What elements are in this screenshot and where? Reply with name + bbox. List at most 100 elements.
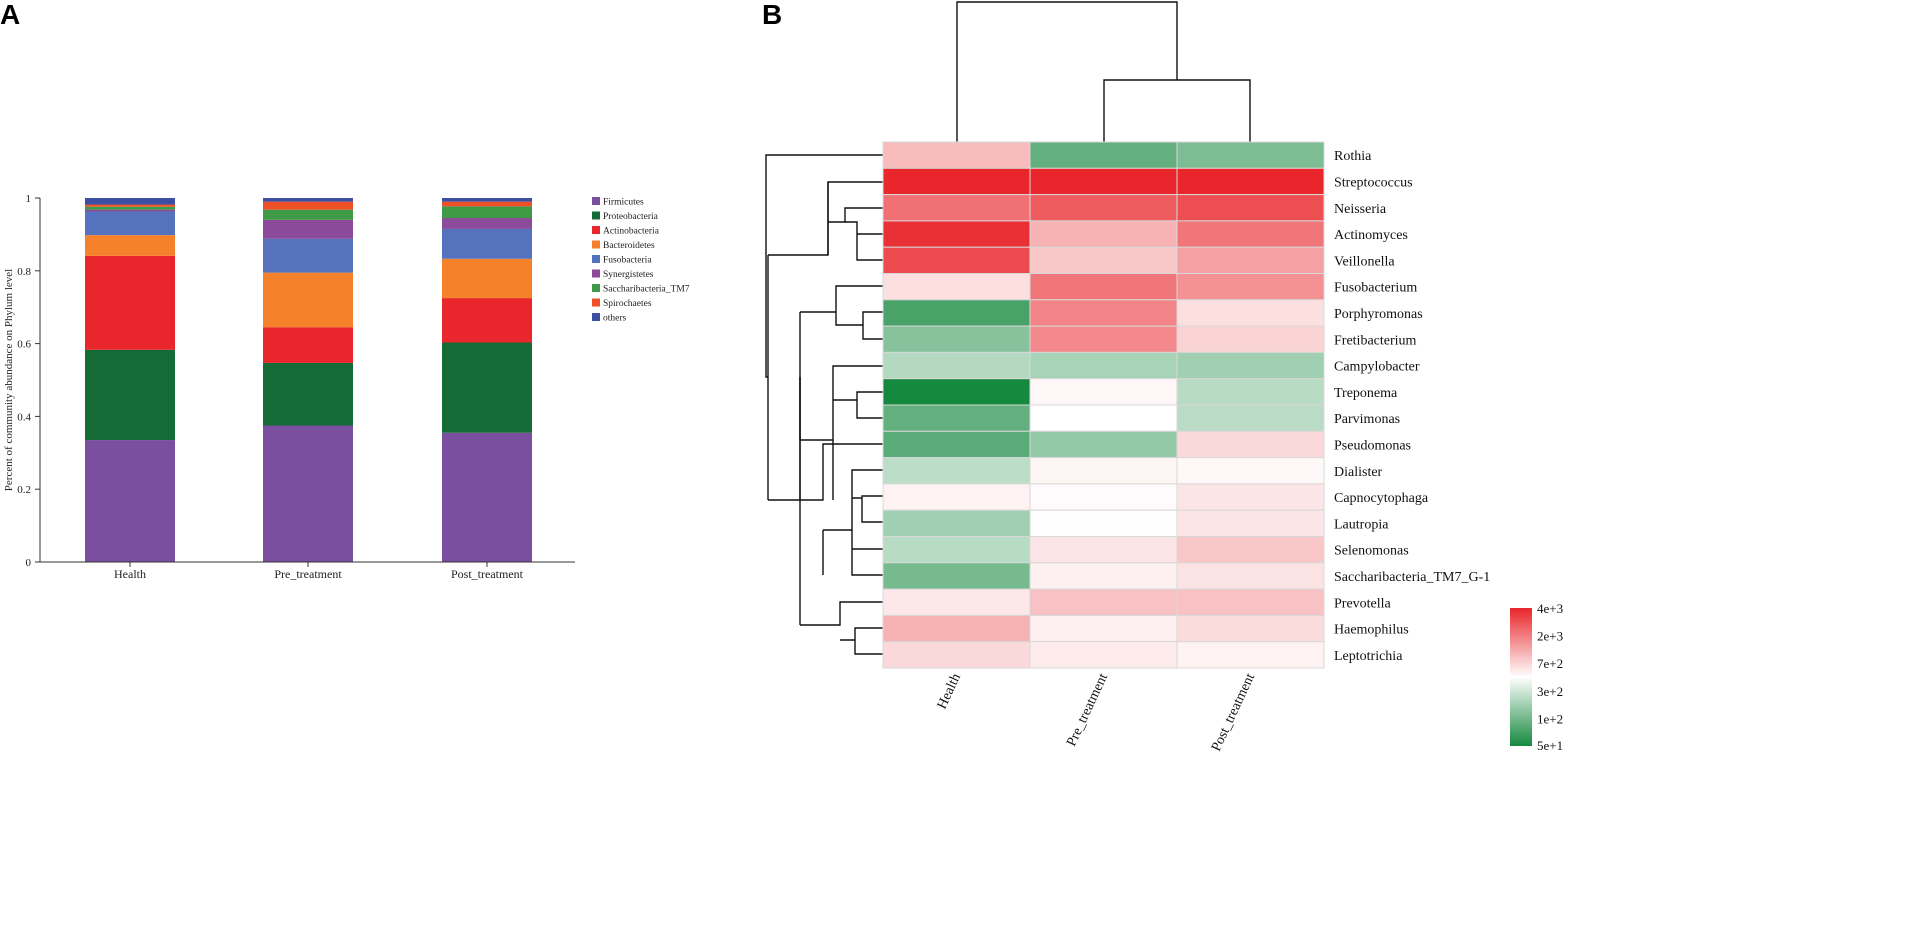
heatmap-cell xyxy=(882,614,1031,643)
bar-segment xyxy=(263,327,353,363)
panel-b-label: B xyxy=(762,0,782,30)
heatmap-cell xyxy=(1029,141,1178,169)
heatmap-cell xyxy=(1029,509,1178,538)
colorbar-tick-label: 3e+2 xyxy=(1537,684,1563,699)
heatmap-cell xyxy=(1176,588,1325,616)
legend-label: Fusobacteria xyxy=(603,256,652,266)
bar-segment xyxy=(263,219,353,239)
bar-segment xyxy=(442,342,532,433)
heatmap-cell xyxy=(882,509,1031,538)
heatmap-row-label: Lautropia xyxy=(1334,517,1389,532)
legend-label: Firmicutes xyxy=(603,198,644,208)
heatmap-row-labels: Rothia Streptococcus Neisseria Actinomyces V… xyxy=(1334,149,1490,664)
bar-segment xyxy=(85,255,175,350)
heatmap-cell xyxy=(1176,483,1325,511)
heatmap-cell xyxy=(1176,351,1325,380)
colorbar: 4e+3 2e+3 7e+2 3e+2 1e+2 5e+1 xyxy=(1510,601,1563,753)
row-dendrogram-pseudo-group xyxy=(800,443,883,531)
bar-segment xyxy=(263,209,353,220)
bar-segment xyxy=(442,206,532,219)
bar-segment xyxy=(85,349,175,441)
bar-segment xyxy=(442,218,532,229)
legend-swatch xyxy=(592,197,600,205)
heatmap-column-label: Pre_treatment xyxy=(1064,671,1111,749)
bar-segment xyxy=(442,198,532,202)
heatmap-cell xyxy=(1029,483,1178,511)
heatmap-column-label: Health xyxy=(935,671,964,711)
heatmap-row-label: Capnocytophaga xyxy=(1334,491,1429,506)
heatmap-cell xyxy=(1176,614,1325,643)
row-dendrogram xyxy=(765,154,883,655)
legend-swatch xyxy=(592,284,600,292)
heatmap-cell xyxy=(1029,457,1178,485)
y-tick-label: 0.8 xyxy=(17,266,31,278)
row-dendrogram-neisseria xyxy=(828,207,883,223)
heatmap-cell xyxy=(1176,641,1325,669)
heatmap-row-label: Dialister xyxy=(1334,465,1383,480)
heatmap-cell xyxy=(1176,536,1325,564)
legend-swatch xyxy=(592,298,600,307)
heatmap-cell xyxy=(1176,325,1325,353)
heatmap-row-label: Haemophilus xyxy=(1334,623,1409,638)
bar-segment xyxy=(85,198,175,205)
heatmap-cell xyxy=(882,167,1031,196)
colorbar-tick-label: 5e+1 xyxy=(1537,738,1563,753)
column-dendrogram xyxy=(956,1,1251,142)
heatmap-cell xyxy=(1029,404,1178,432)
colorbar-tick-label: 4e+3 xyxy=(1537,601,1563,616)
panel-a: A 0 0.2 0.4 0.6 0.8 1 Health Pre_treatment Post… xyxy=(0,0,690,581)
bar-segment xyxy=(263,198,353,202)
row-dendrogram-fuso-group xyxy=(800,285,883,340)
legend-label: others xyxy=(603,314,627,324)
bar-segment xyxy=(85,440,175,562)
heatmap-cell xyxy=(882,141,1031,169)
bar-segment xyxy=(442,258,532,299)
heatmap-cell xyxy=(1029,246,1178,274)
bar-segment xyxy=(85,211,175,236)
heatmap-cell xyxy=(1176,141,1325,169)
y-tick-label: 0.6 xyxy=(17,339,31,351)
legend-label: Actinobacteria xyxy=(603,227,660,237)
y-tick-label: 0.4 xyxy=(17,411,31,423)
heatmap-cell xyxy=(1029,562,1178,590)
heatmap-cell xyxy=(1176,509,1325,538)
heatmap-cell xyxy=(1176,273,1325,301)
bar-segment xyxy=(442,201,532,207)
heatmap-row-label: Treponema xyxy=(1334,386,1398,401)
heatmap-row-label: Veillonella xyxy=(1334,254,1395,269)
colorbar-ticks: 4e+3 2e+3 7e+2 3e+2 1e+2 5e+1 xyxy=(1537,601,1563,753)
y-axis-label: Percent of community abundance on Phylum… xyxy=(3,269,15,491)
heatmap-cell xyxy=(1176,194,1325,222)
heatmap-cell xyxy=(1029,299,1178,327)
x-tick-label: Pre_treatment xyxy=(274,567,342,581)
heatmap-cell xyxy=(1029,325,1178,353)
heatmap-row-label: Porphyromonas xyxy=(1334,307,1423,322)
heatmap-cell xyxy=(882,483,1031,511)
heatmap-cell xyxy=(1176,457,1325,485)
bar-segment xyxy=(85,235,175,256)
heatmap-cell xyxy=(1029,273,1178,301)
heatmap-row-label: Fretibacterium xyxy=(1334,333,1417,348)
heatmap-row-label: Pseudomonas xyxy=(1334,438,1411,453)
legend-swatch xyxy=(592,226,600,234)
column-dendrogram-link-pre-post xyxy=(1103,79,1251,142)
row-dendrogram-seleno-group xyxy=(851,530,883,576)
legend-swatch xyxy=(592,211,600,220)
heatmap-cell xyxy=(1029,378,1178,406)
y-tick-label: 0 xyxy=(26,557,32,569)
bar-segment xyxy=(263,425,353,562)
row-dendrogram-lower xyxy=(768,377,801,501)
heatmap-row-label: Fusobacterium xyxy=(1334,281,1417,296)
heatmap-row-label: Leptotrichia xyxy=(1334,649,1403,664)
heatmap-cell xyxy=(882,220,1031,248)
row-dendrogram-rothia xyxy=(765,154,883,378)
row-dendrogram-actino-veil xyxy=(845,221,883,261)
heatmap-cell xyxy=(882,273,1031,301)
heatmap-cell xyxy=(1029,641,1178,669)
y-ticks: 0 0.2 0.4 0.6 0.8 1 xyxy=(17,193,40,569)
legend-label: Spirochaetes xyxy=(603,299,652,309)
row-dendrogram-prevo-group xyxy=(800,601,883,655)
heatmap-cell xyxy=(1029,430,1178,459)
heatmap-cell xyxy=(1176,167,1325,196)
